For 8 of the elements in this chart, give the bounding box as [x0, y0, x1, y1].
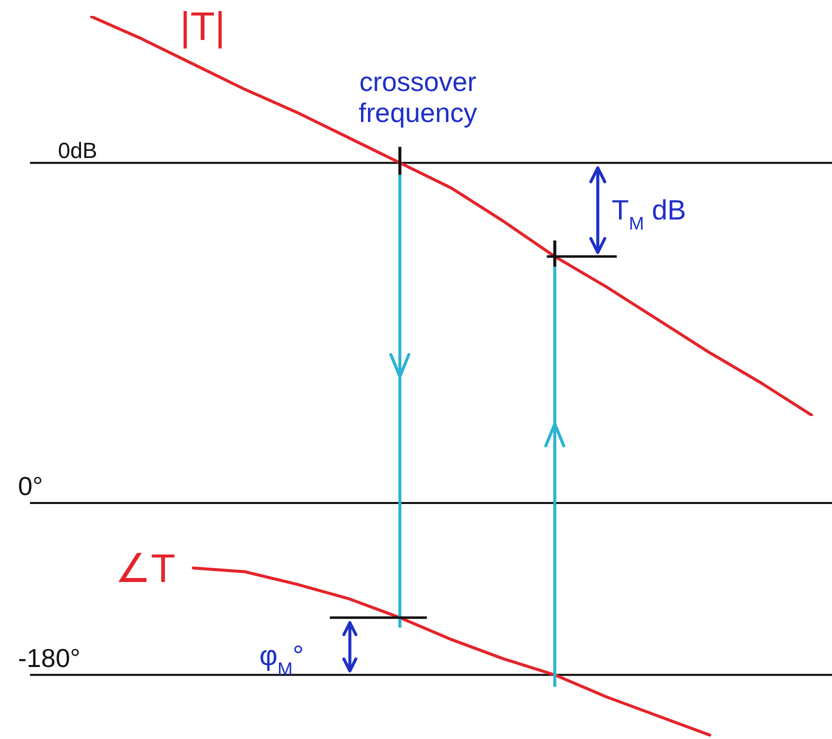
annotation: T$_{M}$ dB	[612, 194, 686, 234]
series-label: ∠T	[114, 546, 176, 591]
annotation: crossover frequency	[358, 66, 478, 128]
series-label: |T|	[180, 5, 226, 49]
y-tick-label: -180°	[18, 642, 80, 673]
ref-line-label: 0dB	[58, 138, 98, 163]
annotation: φ$_{M}$°	[259, 640, 304, 679]
y-tick-label: 0°	[18, 471, 43, 501]
